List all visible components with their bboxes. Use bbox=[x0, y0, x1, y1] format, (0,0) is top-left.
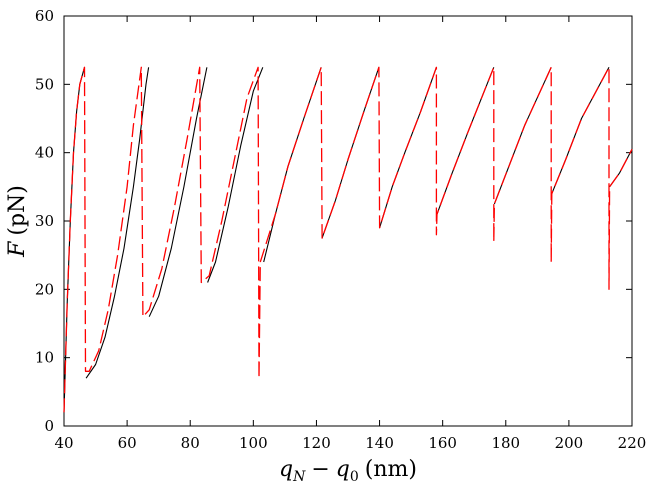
y-tick-label: 50 bbox=[35, 75, 54, 93]
series-dashed-red-line bbox=[63, 66, 633, 413]
series-solid-black-line bbox=[551, 67, 610, 194]
x-tick-label: 200 bbox=[555, 434, 584, 452]
x-tick-label: 220 bbox=[618, 434, 647, 452]
y-axis-label: F(pN) bbox=[5, 185, 30, 258]
series-solid-black-line bbox=[85, 67, 150, 379]
x-tick-label: 140 bbox=[365, 434, 394, 452]
x-tick-label: 60 bbox=[118, 434, 137, 452]
axis-ticks: 40 60 80 100 120 140 160 180 200 220 0 10 20 30 40 50 60 bbox=[35, 7, 646, 452]
x-tick-label: 180 bbox=[491, 434, 520, 452]
y-tick-label: 0 bbox=[44, 417, 54, 435]
series-solid-black-line bbox=[263, 67, 322, 263]
x-tick-label: 40 bbox=[54, 434, 73, 452]
y-tick-label: 60 bbox=[35, 7, 54, 25]
series-solid-black-line bbox=[63, 67, 86, 413]
series-layer bbox=[63, 66, 633, 413]
x-tick-label: 100 bbox=[239, 434, 268, 452]
y-tick-label: 30 bbox=[35, 212, 54, 230]
y-tick-label: 20 bbox=[35, 280, 54, 298]
x-tick-label: 160 bbox=[428, 434, 457, 452]
x-tick-label: 80 bbox=[181, 434, 200, 452]
y-tick-label: 10 bbox=[35, 349, 54, 367]
x-axis-label: qN − q0 (nm) bbox=[279, 457, 417, 485]
series-solid-black-line bbox=[207, 67, 264, 283]
series-solid-black-line bbox=[148, 67, 208, 317]
x-tick-label: 120 bbox=[302, 434, 331, 452]
y-tick-label: 40 bbox=[35, 144, 54, 162]
